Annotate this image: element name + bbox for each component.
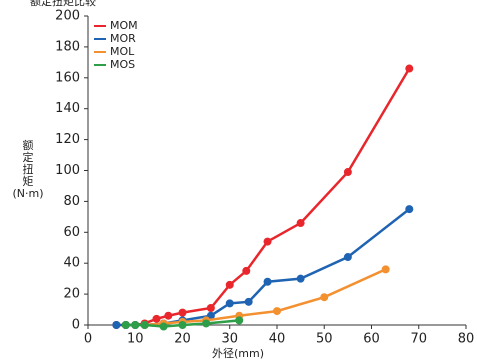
data-point <box>131 321 140 329</box>
y-tick-label: 80 <box>63 194 80 209</box>
data-point <box>296 219 305 228</box>
data-point <box>152 314 161 323</box>
x-axis-label: 外径(mm) <box>212 347 264 360</box>
data-point <box>405 64 414 73</box>
x-tick-label: 20 <box>174 332 191 347</box>
y-tick-label: 100 <box>55 163 80 178</box>
x-tick-label: 60 <box>363 332 380 347</box>
data-point <box>381 265 390 274</box>
data-point <box>405 205 414 214</box>
y-tick-label: 180 <box>55 39 80 54</box>
data-point <box>320 293 329 302</box>
data-point <box>343 168 352 177</box>
series-line <box>116 208 411 327</box>
y-tick-label: 40 <box>63 256 80 271</box>
data-point <box>121 321 130 329</box>
data-point <box>263 237 272 246</box>
data-point <box>225 280 234 289</box>
data-point <box>178 321 187 329</box>
data-point <box>112 321 121 329</box>
data-point <box>178 308 187 317</box>
chart-title: 额定扭矩比较 <box>30 0 96 8</box>
data-point <box>244 297 253 306</box>
y-tick-label: 0 <box>72 318 80 333</box>
data-point <box>159 322 168 331</box>
x-tick-label: 80 <box>458 332 475 347</box>
y-tick-label: 140 <box>55 101 80 116</box>
y-axis-label: 额定扭矩(N·m) <box>12 139 43 200</box>
legend-label: MOS <box>110 58 135 71</box>
data-point <box>206 304 215 313</box>
legend-label: MOM <box>110 19 138 32</box>
y-tick-label: 200 <box>55 9 80 24</box>
x-tick-label: 50 <box>316 332 333 347</box>
data-point <box>273 307 281 316</box>
y-tick-label: 60 <box>63 225 80 240</box>
data-point <box>242 266 251 275</box>
data-point <box>296 274 305 283</box>
x-tick-label: 30 <box>221 332 238 347</box>
x-tick-label: 0 <box>84 332 92 347</box>
series-line <box>144 268 387 327</box>
x-tick-label: 10 <box>127 332 144 347</box>
data-point <box>235 316 244 325</box>
data-point <box>225 299 234 308</box>
legend-label: MOR <box>110 32 136 45</box>
x-tick-label: 70 <box>410 332 427 347</box>
y-tick-label: 20 <box>63 287 80 302</box>
y-tick-label: 120 <box>55 132 80 147</box>
data-point <box>263 277 272 286</box>
x-tick-label: 40 <box>269 332 286 347</box>
data-point <box>343 253 352 262</box>
legend-label: MOL <box>110 45 135 58</box>
y-tick-label: 160 <box>55 70 80 85</box>
data-point <box>202 319 211 328</box>
data-point <box>164 311 173 320</box>
data-point <box>140 321 149 329</box>
